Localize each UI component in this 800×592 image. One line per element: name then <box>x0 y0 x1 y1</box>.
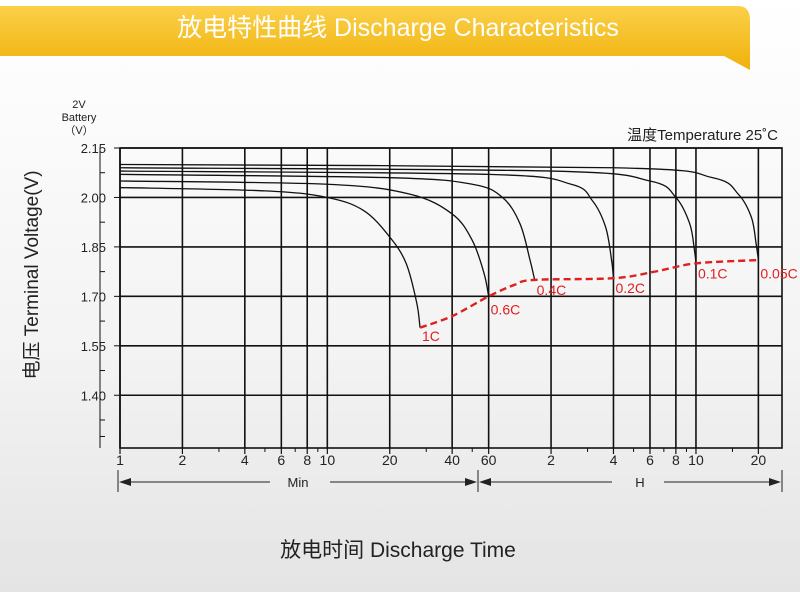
x-tick-label: 4 <box>610 452 618 468</box>
x-axis: 1 2 4 6 8 10 20 40 60 2 4 6 8 10 20 <box>116 448 766 468</box>
rate-labels: 1C 0.6C 0.4C 0.2C 0.1C 0.05C <box>422 265 798 344</box>
y-unit-label: 2V Battery （V） <box>62 99 97 137</box>
end-voltage <box>419 258 759 329</box>
end-voltage-curve <box>419 258 759 329</box>
series-line-4 <box>119 167 697 264</box>
y-tick-label: 1.55 <box>81 339 106 354</box>
rate-label-1: 0.6C <box>491 302 521 318</box>
temperature-annotation: 温度Temperature 25˚C <box>627 127 778 144</box>
grid <box>119 147 783 449</box>
y-tick-label: 1.70 <box>81 289 106 304</box>
y-tick-label: 2.15 <box>81 141 106 156</box>
x-tick-label: 8 <box>672 452 680 468</box>
y-tick-label: 1.85 <box>81 240 106 255</box>
banner-shape <box>0 6 750 70</box>
x-tick-label: 8 <box>303 452 311 468</box>
x-tick-label: 6 <box>646 452 654 468</box>
y-unit-line-2: Battery <box>62 112 97 124</box>
series-line-0 <box>119 186 421 328</box>
min-arrow-right-icon <box>465 478 477 486</box>
rate-label-5: 0.05C <box>760 265 797 281</box>
series-line-1 <box>119 180 490 297</box>
y-unit-line-3: （V） <box>64 124 93 137</box>
x-tick-label: 4 <box>241 452 249 468</box>
y-axis-title: 电压 Terminal Voltage(V) <box>21 170 43 379</box>
rate-label-3: 0.2C <box>615 280 645 296</box>
x-tick-label: 40 <box>444 452 460 468</box>
x-tick-label: 6 <box>277 452 285 468</box>
y-unit-line-1: 2V <box>72 99 86 111</box>
rate-label-2: 0.4C <box>537 282 567 298</box>
y-axis: 1.40 1.55 1.70 1.85 2.00 2.15 <box>81 141 120 448</box>
x-axis-title: 放电时间 Discharge Time <box>280 539 516 562</box>
y-tick-label: 2.00 <box>81 190 106 205</box>
x-tick-label: 60 <box>481 452 497 468</box>
x-tick-label: 1 <box>116 452 124 468</box>
time-segment-indicators <box>117 470 783 492</box>
series-line-2 <box>119 173 536 281</box>
series-lines <box>119 163 760 328</box>
x-tick-label: 2 <box>547 452 555 468</box>
rate-label-4: 0.1C <box>698 265 728 281</box>
rate-label-0: 1C <box>422 328 440 344</box>
min-arrow-left-icon <box>119 478 131 486</box>
y-tick-label: 1.40 <box>81 388 106 403</box>
series-line-3 <box>119 170 615 279</box>
x-tick-label: 20 <box>382 452 398 468</box>
hour-segment-label: H <box>635 475 644 490</box>
x-tick-label: 20 <box>751 452 767 468</box>
x-tick-label: 2 <box>179 452 187 468</box>
series-line-5 <box>119 163 760 261</box>
h-arrow-right-icon <box>769 478 781 486</box>
plot-frame <box>119 147 783 449</box>
min-segment-label: Min <box>288 475 309 490</box>
h-arrow-left-icon <box>479 478 491 486</box>
chart-title: 放电特性曲线 Discharge Characteristics <box>177 14 619 42</box>
x-tick-label: 10 <box>688 452 704 468</box>
x-tick-label: 10 <box>320 452 336 468</box>
title-banner: 放电特性曲线 Discharge Characteristics <box>0 6 750 70</box>
